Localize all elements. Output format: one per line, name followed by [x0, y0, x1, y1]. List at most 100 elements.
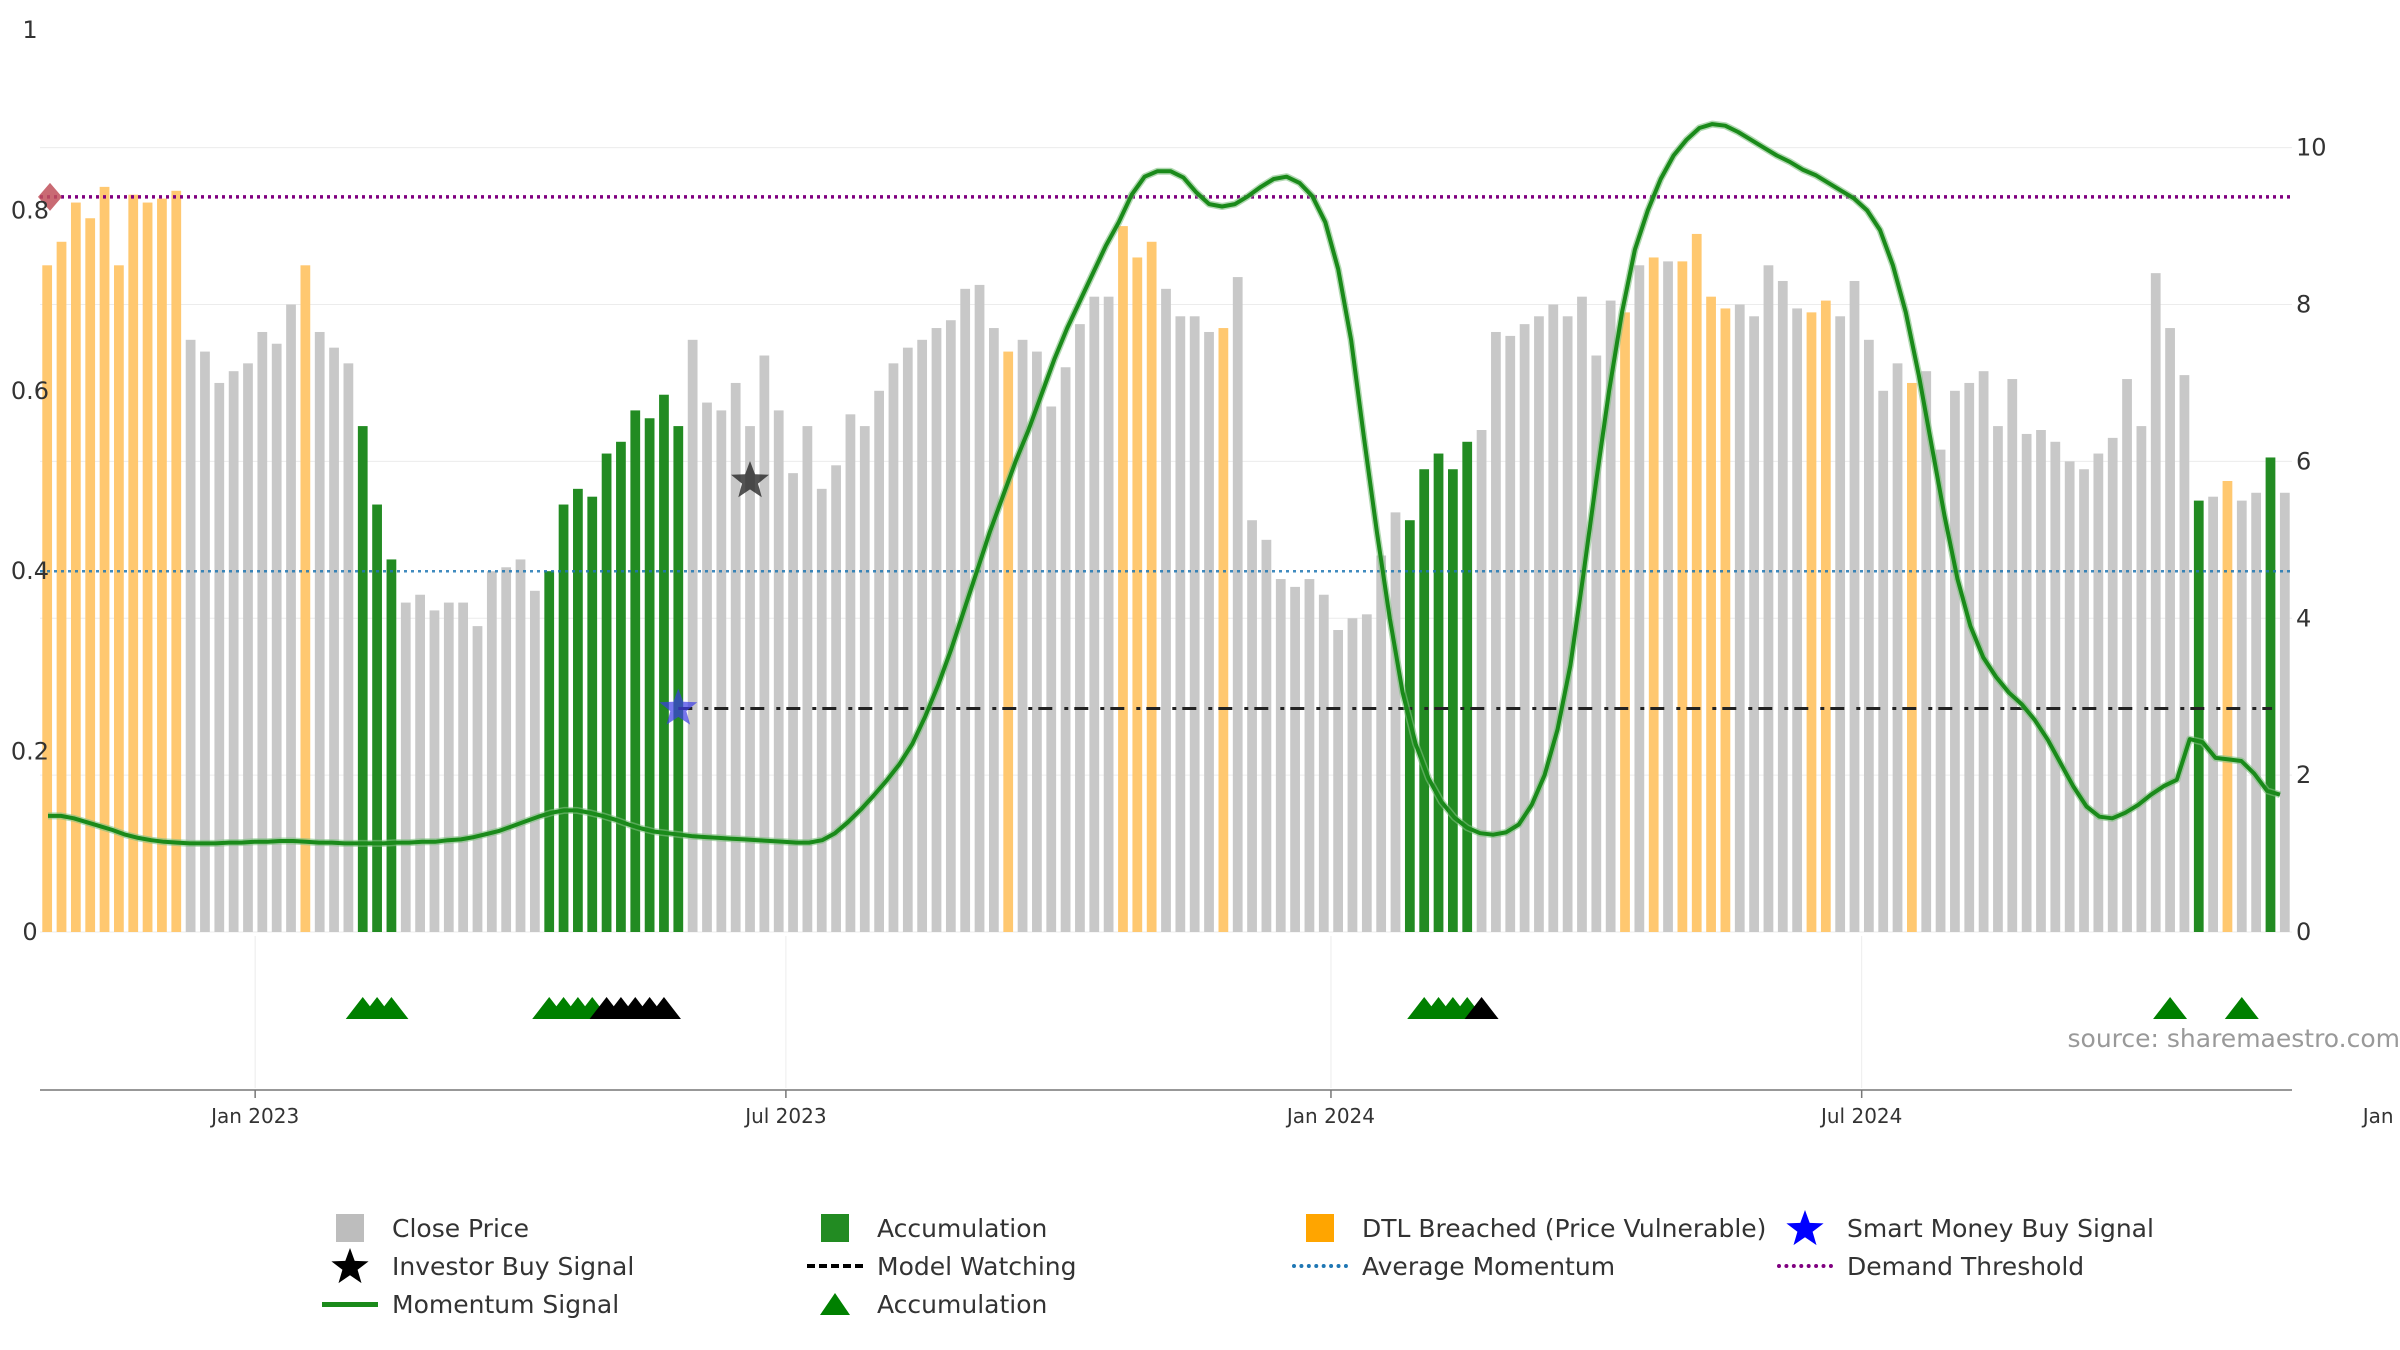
bar: [472, 626, 483, 932]
bar: [1691, 233, 1702, 933]
momentum-signal-line: [48, 122, 2281, 846]
bar: [587, 496, 598, 932]
bar: [314, 331, 325, 933]
bar: [816, 488, 827, 932]
legend-label-demand-threshold: Demand Threshold: [1847, 1251, 2085, 1281]
bar: [1318, 594, 1329, 932]
legend-item-accumulation-bar: Accumulation: [805, 1210, 1047, 1246]
bar: [630, 410, 641, 932]
bar: [931, 328, 942, 932]
bar: [788, 473, 798, 932]
star-icon: [1786, 1210, 1824, 1246]
bar: [544, 571, 555, 932]
bar: [1577, 296, 1587, 933]
bar: [2050, 441, 2061, 932]
bar: [802, 426, 813, 932]
bar: [1304, 579, 1315, 932]
bar: [2036, 430, 2046, 932]
right-tick-label: 0: [2296, 918, 2311, 946]
bar: [1863, 339, 1874, 932]
bar: [329, 347, 339, 932]
bar: [2136, 426, 2147, 932]
bar: [1017, 339, 1028, 932]
bar: [1591, 355, 1602, 932]
legend-item-close-price: Close Price: [320, 1210, 529, 1246]
bar: [1892, 363, 1903, 932]
accumulation-triangle: [2224, 997, 2259, 1019]
legend-swatch-accumulation: [821, 1214, 849, 1242]
bar: [1806, 312, 1817, 932]
bar: [2193, 500, 2204, 932]
bar: [902, 347, 913, 932]
bar: [415, 594, 425, 932]
bar: [2007, 379, 2018, 932]
bar: [56, 241, 67, 932]
bar: [529, 590, 540, 932]
line-series: [40, 120, 2292, 847]
bar: [1505, 335, 1516, 933]
bar: [1218, 328, 1229, 932]
bar: [644, 418, 655, 932]
legend-label-close-price: Close Price: [392, 1213, 530, 1243]
legend-label-accumulation: Accumulation: [877, 1213, 1048, 1243]
bar: [1118, 226, 1128, 932]
bar: [988, 328, 999, 932]
bar: [429, 610, 440, 932]
bar: [400, 602, 411, 932]
bar: [874, 390, 884, 932]
legend: Close Price Accumulation DTL Breached (P…: [320, 1210, 2220, 1330]
right-tick-label: 4: [2296, 604, 2311, 632]
bar: [1275, 579, 1286, 932]
legend-label-investor-buy: Investor Buy Signal: [392, 1251, 635, 1281]
bar: [1032, 351, 1042, 932]
bar: [2279, 492, 2290, 932]
star-icon: [331, 1248, 369, 1284]
bar: [1003, 351, 1014, 932]
bar: [1777, 280, 1788, 932]
bar: [716, 410, 727, 932]
x-tick-label: Jan 2023: [209, 1104, 299, 1128]
bar: [687, 339, 698, 932]
bar: [1519, 324, 1530, 932]
bar: [745, 426, 755, 932]
threshold-start-diamond: [38, 182, 62, 211]
source-credit: source: sharemaestro.com: [2067, 1024, 2400, 1053]
bar: [200, 351, 210, 932]
bar: [616, 441, 626, 932]
x-tick-label: Jul 2024: [1819, 1104, 1902, 1128]
bar: [85, 218, 96, 933]
bar: [1290, 586, 1300, 932]
bar: [845, 414, 856, 932]
bar: [99, 186, 110, 932]
bar: [974, 284, 985, 932]
bar: [1648, 257, 1659, 932]
legend-item-model-watching: Model Watching: [805, 1248, 1077, 1284]
bar: [1548, 304, 1559, 932]
bar: [1333, 630, 1344, 932]
bar: [157, 198, 167, 933]
accumulation-triangle: [374, 997, 409, 1019]
bar: [1189, 316, 1200, 932]
bar: [2179, 375, 2190, 932]
bar: [2064, 461, 2075, 932]
bar: [1792, 308, 1803, 932]
bar: [257, 331, 268, 933]
bar: [2222, 481, 2233, 932]
bar: [1390, 512, 1401, 932]
signal-markers: [38, 182, 2259, 1019]
bar: [171, 190, 182, 932]
bar: [1247, 520, 1257, 932]
accumulation-triangle: [2153, 997, 2188, 1019]
bar: [114, 265, 124, 933]
legend-item-smart-money: Smart Money Buy Signal: [1775, 1210, 2154, 1246]
bar: [917, 339, 928, 932]
bar: [1562, 316, 1573, 932]
bar: [286, 304, 296, 932]
bar: [1734, 304, 1745, 932]
left-tick-label: 0.8: [11, 196, 49, 224]
investor-buy-star: [731, 461, 769, 498]
left-tick-label: 0.2: [11, 738, 49, 766]
bar: [1132, 257, 1143, 932]
bar: [486, 571, 497, 932]
